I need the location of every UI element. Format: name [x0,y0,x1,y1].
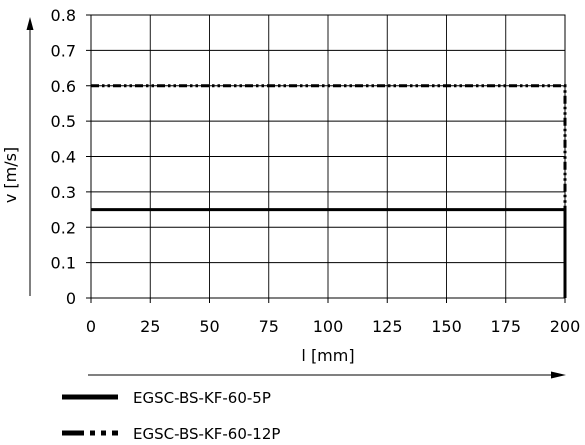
legend-label-1: EGSC-BS-KF-60-5P [133,389,271,407]
x-tick-label: 0 [86,317,96,336]
x-tick-label: 175 [490,317,521,336]
y-axis-label: v [m/s] [1,147,20,203]
y-tick-label: 0.6 [51,77,76,96]
grid [90,14,566,299]
y-tick-label: 0.5 [51,112,76,131]
x-tick-label: 50 [199,317,219,336]
x-tick-label: 25 [140,317,160,336]
axes [26,14,566,379]
x-tick-label: 150 [431,317,462,336]
y-tick-label: 0.1 [51,254,76,273]
x-axis-arrowhead [551,371,566,379]
legend-label-2: EGSC-BS-KF-60-12P [133,425,280,443]
y-tick-label: 0.3 [51,183,76,202]
x-tick-label: 100 [313,317,344,336]
y-tick-label: 0 [66,289,76,308]
x-tick-label: 125 [372,317,403,336]
legend: EGSC-BS-KF-60-5P EGSC-BS-KF-60-12P [62,389,280,443]
y-axis-arrowhead [26,17,34,30]
series-line-2 [91,84,567,298]
x-axis-label: l [mm] [301,346,354,365]
y-tick-label: 0.7 [51,41,76,60]
x-tick-label: 200 [550,317,581,336]
series [91,84,567,298]
y-tick-label: 0.2 [51,218,76,237]
y-tick-label: 0.4 [51,148,76,167]
x-tick-label: 75 [259,317,279,336]
y-tick-label: 0.8 [51,6,76,25]
tick-labels: 0 25 50 75 100 125 150 175 200 0 0.1 0.2 0.3 0.4 0.5 0.… [51,6,581,336]
